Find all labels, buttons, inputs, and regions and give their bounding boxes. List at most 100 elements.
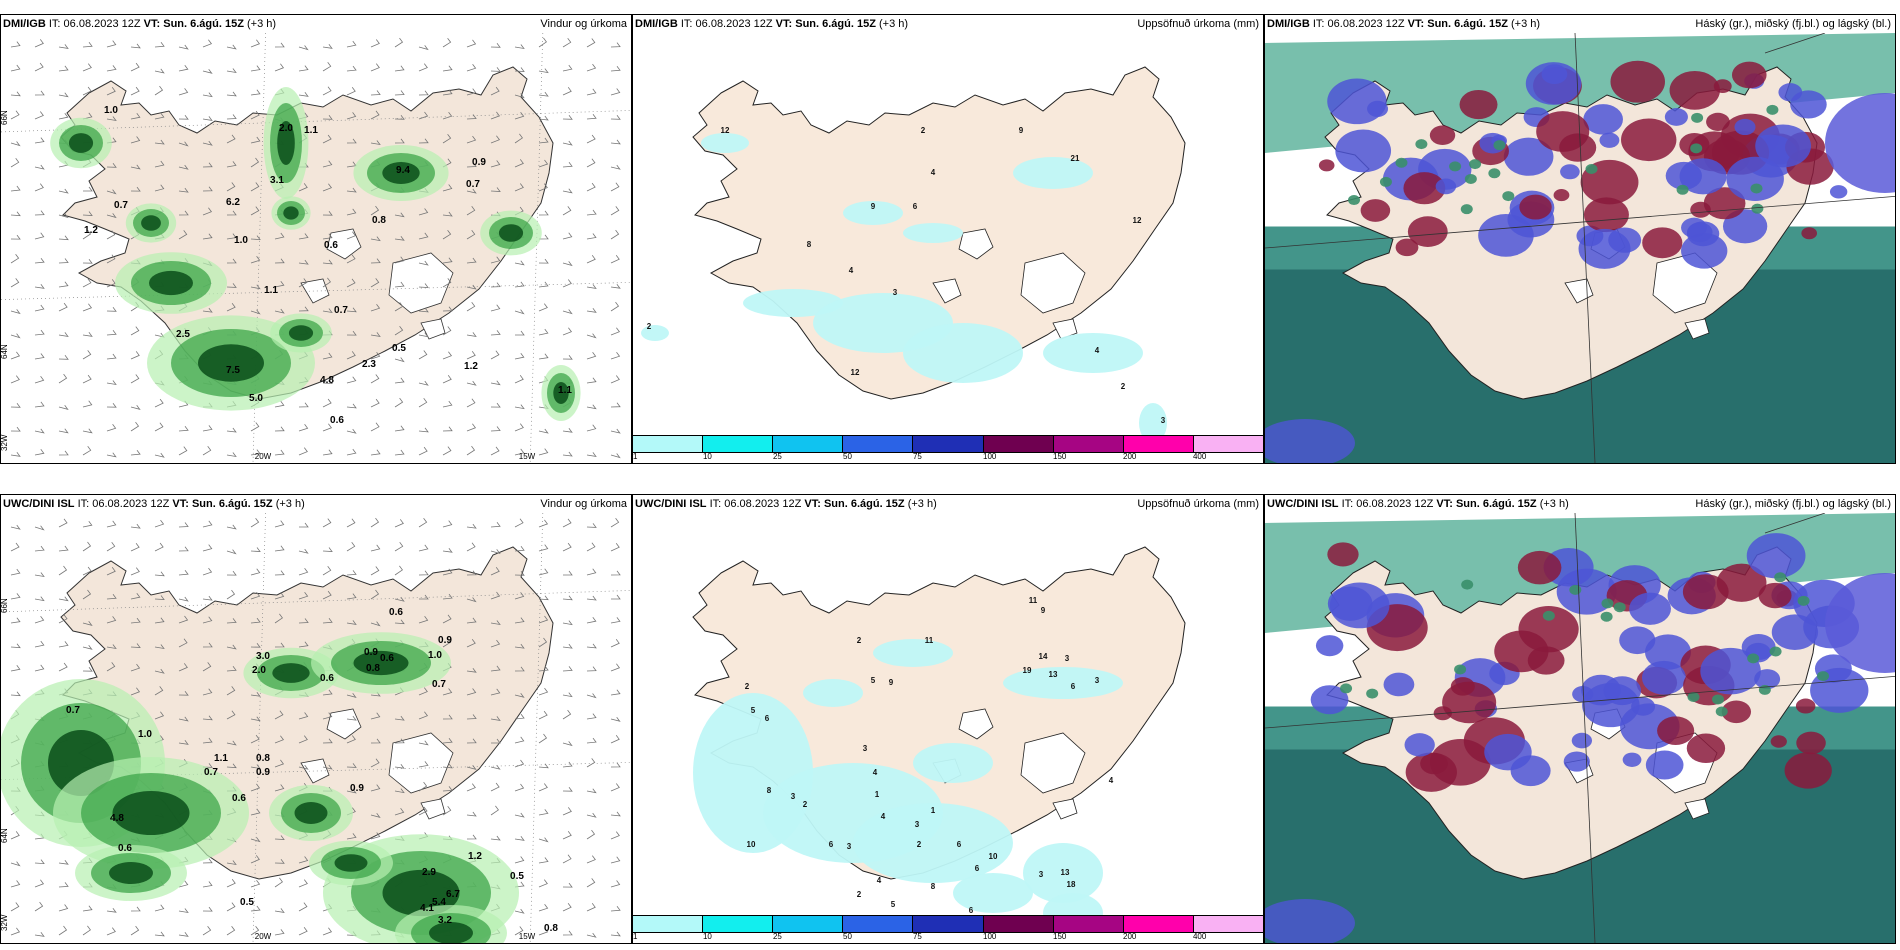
- wind-barb: [419, 594, 429, 600]
- wind-barb: [490, 330, 501, 336]
- wind-barb: [466, 688, 477, 696]
- wind-barb: [346, 307, 357, 313]
- wind-barb: [226, 91, 237, 97]
- wind-barb: [202, 858, 213, 864]
- wind-barb: [274, 642, 285, 648]
- wind-barb: [610, 301, 620, 312]
- wind-barb: [346, 112, 357, 120]
- wind-barb: [346, 620, 357, 625]
- glacier-outline: [388, 732, 454, 794]
- wind-barb: [586, 209, 597, 216]
- mid-low-cloud: [1327, 586, 1373, 621]
- colorbar-swatch: [1193, 916, 1263, 932]
- wind-barb: [226, 182, 236, 192]
- mid-low-cloud: [1716, 563, 1767, 602]
- wind-barb: [58, 904, 69, 912]
- panel-title: Uppsöfnuð úrkoma (mm): [1137, 498, 1259, 510]
- wind-barb: [10, 91, 21, 97]
- wind-barb: [58, 44, 69, 49]
- model-label: UWC/DINI ISL: [3, 498, 75, 510]
- wind-barb: [514, 617, 525, 624]
- wind-barb: [298, 424, 309, 432]
- colorbar-ticks: 1 10 25 50 75 100 150 200 400: [633, 452, 1263, 463]
- wind-barb: [202, 116, 213, 121]
- wind-barb: [442, 257, 453, 264]
- wind-barb: [322, 183, 333, 192]
- wind-barb: [154, 542, 164, 552]
- lat-label: 66N: [1, 110, 9, 125]
- mid-low-cloud: [1583, 197, 1629, 233]
- wind-barb: [178, 44, 189, 50]
- wind-barb: [514, 44, 525, 50]
- precip-value-label: 0.6: [389, 607, 403, 618]
- accum-value-label: 2: [921, 126, 926, 135]
- mid-low-cloud: [1784, 752, 1832, 789]
- wind-barb: [202, 567, 213, 576]
- precip-value-label: 1.1: [304, 125, 318, 136]
- precip-value-label: 1.2: [84, 225, 98, 236]
- wind-barb: [514, 836, 525, 841]
- lat-label: 64N: [1, 344, 9, 359]
- low-cloud-cell: [1488, 168, 1501, 179]
- wind-barb: [130, 186, 141, 192]
- wind-barb: [418, 687, 428, 696]
- wind-barb: [322, 738, 333, 744]
- wind-barb: [346, 376, 357, 384]
- precip-value-label: 3.1: [270, 175, 284, 186]
- wind-barb: [538, 115, 549, 121]
- wind-barb: [226, 114, 237, 120]
- accum-value-label: 3: [1039, 870, 1044, 879]
- model-label: UWC/DINI ISL: [635, 498, 707, 510]
- mid-low-cloud: [1657, 716, 1695, 745]
- wind-barb: [274, 759, 285, 768]
- accum-value-label: 11: [1029, 596, 1038, 605]
- mid-low-cloud: [1758, 582, 1792, 609]
- wind-barb: [10, 643, 21, 649]
- wind-barb: [82, 428, 93, 434]
- wind-barb: [370, 589, 380, 600]
- wind-barb: [322, 62, 332, 72]
- precip-value-label: 7.5: [226, 365, 240, 376]
- wind-barb: [562, 188, 573, 194]
- wind-barb: [274, 859, 285, 864]
- wind-barb: [538, 837, 549, 843]
- cloud-cover-map: [1265, 513, 1895, 943]
- wind-barb: [418, 427, 429, 433]
- wind-barb: [538, 137, 549, 144]
- wind-barb: [130, 663, 141, 672]
- wind-barb: [586, 333, 597, 339]
- glacier-outline: [1564, 278, 1594, 304]
- wind-barb: [586, 233, 597, 240]
- wind-barb: [178, 187, 189, 193]
- wind-barb: [346, 448, 357, 456]
- wind-barb: [442, 306, 453, 312]
- accum-value-label: 9: [1019, 126, 1024, 135]
- wind-barb: [226, 134, 236, 144]
- low-cloud-cell: [1751, 203, 1764, 214]
- wind-barb: [226, 302, 236, 312]
- precip-value-label: 0.6: [380, 653, 394, 664]
- wind-barb: [466, 834, 477, 840]
- wind-barb: [442, 520, 453, 528]
- mid-low-cloud: [1442, 681, 1497, 724]
- panel-header: UWC/DINI ISL IT: 06.08.2023 12Z VT: Sun.…: [2, 495, 630, 513]
- wind-barb: [226, 740, 237, 746]
- wind-barb: [298, 856, 309, 864]
- wind-barb: [202, 425, 213, 432]
- accum-value-label: 3: [847, 842, 852, 851]
- wind-barb: [466, 206, 476, 216]
- wind-barb: [10, 333, 21, 339]
- wind-barb: [106, 567, 116, 576]
- wind-barb: [418, 350, 428, 360]
- wind-barb: [610, 182, 620, 192]
- wind-barb: [466, 302, 476, 312]
- wind-barb: [10, 617, 21, 624]
- wind-barb: [202, 92, 213, 98]
- mid-cloud-area: [1825, 93, 1895, 193]
- wind-barb: [394, 449, 405, 456]
- wind-barb: [298, 712, 309, 720]
- wind-barb: [514, 309, 525, 315]
- accum-value-label: 4: [1109, 776, 1114, 785]
- wind-barb: [610, 689, 621, 696]
- wind-barb: [10, 278, 20, 288]
